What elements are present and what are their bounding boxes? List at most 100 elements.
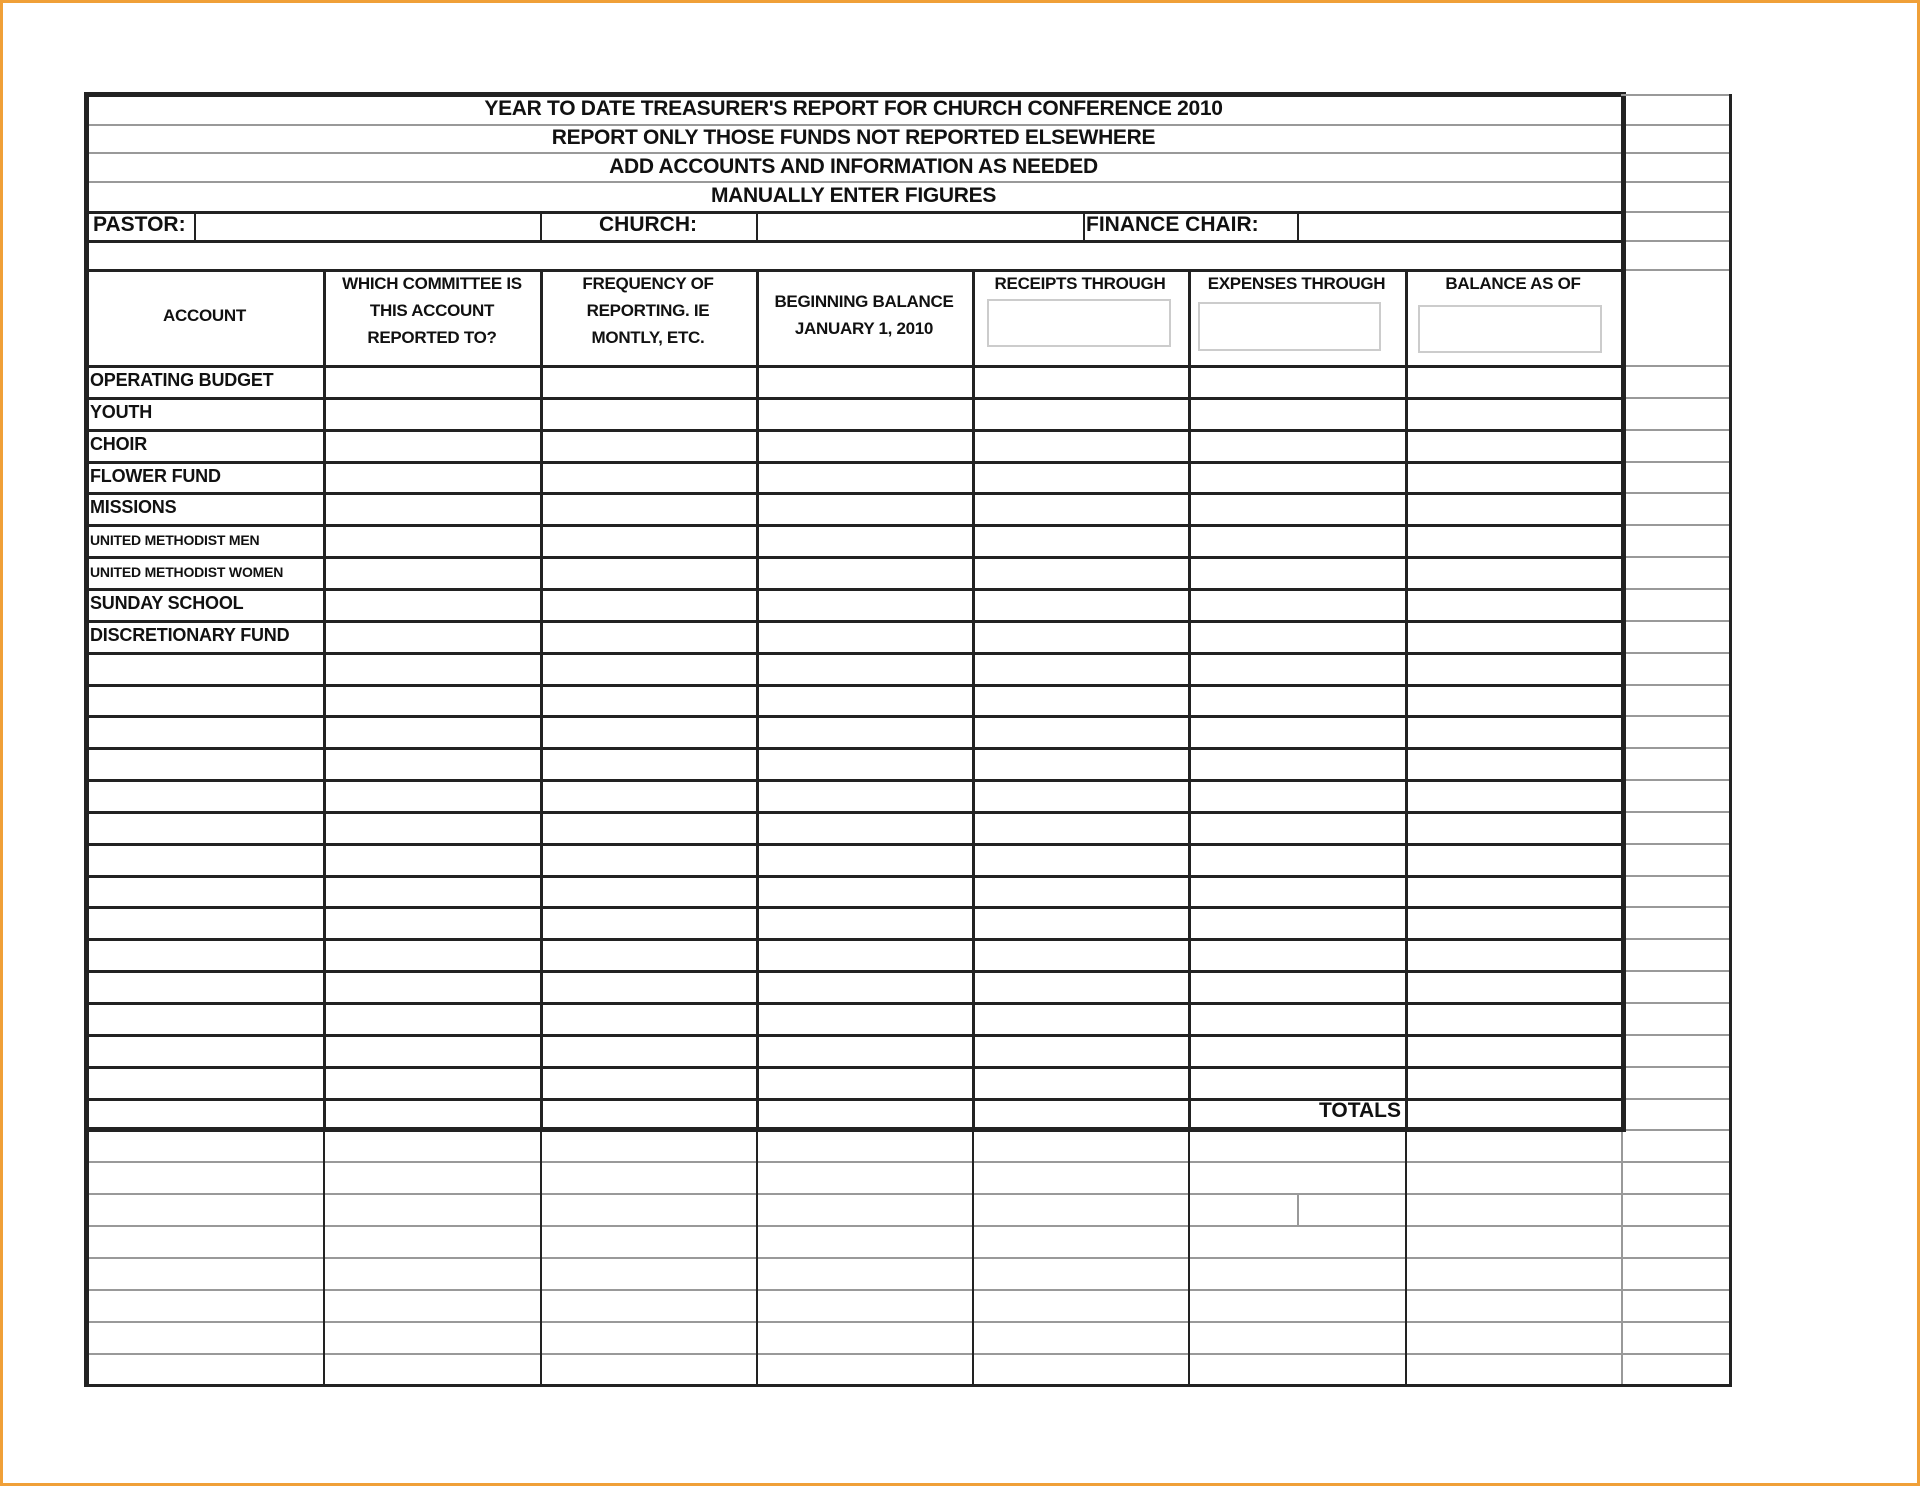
- account-row-label: SUNDAY SCHOOL: [90, 592, 244, 613]
- grid-line: [1188, 269, 1191, 1129]
- balance-as-of-date-input[interactable]: [1418, 305, 1602, 353]
- account-row-label: DISCRETIONARY FUND: [90, 624, 290, 645]
- grid-line: [1621, 811, 1729, 813]
- grid-line: [86, 620, 1621, 623]
- grid-line: [86, 429, 1621, 432]
- grid-line: [323, 1129, 325, 1385]
- grid-line: [1297, 211, 1299, 240]
- grid-line: [86, 652, 1621, 655]
- grid-line: [86, 843, 1621, 846]
- grid-line: [86, 269, 1621, 272]
- account-row-label: FLOWER FUND: [90, 465, 221, 486]
- account-row-label: YOUTH: [90, 401, 153, 422]
- grid-line: [86, 365, 1621, 368]
- grid-line: [86, 1384, 1732, 1387]
- grid-line: [1621, 94, 1729, 96]
- grid-line: [86, 715, 1621, 718]
- grid-line: [1621, 429, 1729, 431]
- grid-line: [86, 461, 1621, 464]
- report-subtitle-1: REPORT ONLY THOSE FUNDS NOT REPORTED ELS…: [551, 126, 1156, 149]
- grid-line: [1621, 1002, 1729, 1004]
- grid-line: [1621, 684, 1729, 686]
- grid-line: [86, 524, 1621, 527]
- grid-line: [86, 684, 1621, 687]
- grid-line: [1621, 211, 1729, 213]
- grid-line: [1621, 1098, 1729, 1100]
- grid-line: [86, 240, 1621, 243]
- receipts-through-date-input[interactable]: [987, 299, 1171, 347]
- grid-line: [86, 875, 1621, 878]
- column-header-expenses: EXPENSES THROUGH: [1207, 274, 1386, 293]
- pastor-field[interactable]: [196, 212, 538, 239]
- account-row-label: UNITED METHODIST MEN: [90, 532, 260, 549]
- column-header-committee: WHICH COMMITTEE IS THIS ACCOUNT REPORTED…: [342, 274, 522, 347]
- grid-line: [540, 1129, 542, 1385]
- grid-line: [1621, 1066, 1729, 1068]
- report-title: YEAR TO DATE TREASURER'S REPORT FOR CHUR…: [484, 97, 1223, 120]
- expenses-through-date-input[interactable]: [1198, 302, 1381, 351]
- grid-line: [323, 269, 326, 1129]
- grid-line: [86, 124, 1621, 126]
- grid-line: [1621, 875, 1729, 877]
- column-header-beginning-balance: BEGINNING BALANCE JANUARY 1, 2010: [774, 292, 954, 338]
- grid-line: [86, 906, 1621, 909]
- grid-line: [1621, 747, 1729, 749]
- grid-line: [756, 1129, 758, 1385]
- finance-chair-label: FINANCE CHAIR:: [1086, 213, 1259, 236]
- grid-line: [1621, 970, 1729, 972]
- grid-line: [1621, 779, 1729, 781]
- grid-line: [1621, 588, 1729, 590]
- column-header-frequency: FREQUENCY OF REPORTING. IE MONTLY, ETC.: [582, 274, 714, 347]
- grid-line: [1405, 1129, 1407, 1385]
- grid-line: [86, 1034, 1621, 1037]
- grid-line: [1621, 240, 1729, 242]
- grid-line: [972, 269, 975, 1129]
- account-row-label: UNITED METHODIST WOMEN: [90, 564, 284, 581]
- report-subtitle-3: MANUALLY ENTER FIGURES: [710, 184, 997, 207]
- grid-line: [756, 269, 759, 1129]
- report-subtitle-2: ADD ACCOUNTS AND INFORMATION AS NEEDED: [609, 155, 1098, 178]
- column-header-account: ACCOUNT: [163, 306, 246, 325]
- grid-line: [1083, 211, 1085, 240]
- grid-line: [1621, 124, 1729, 126]
- grid-line: [86, 1225, 1729, 1227]
- grid-line: [86, 92, 1625, 97]
- church-field[interactable]: [758, 212, 1081, 239]
- grid-line: [1621, 1034, 1729, 1036]
- grid-line: [1621, 556, 1729, 558]
- grid-line: [1188, 1129, 1190, 1385]
- grid-line: [1621, 1129, 1729, 1131]
- church-label: CHURCH:: [599, 213, 697, 236]
- column-header-balance: BALANCE AS OF: [1445, 274, 1581, 293]
- column-header-receipts: RECEIPTS THROUGH: [994, 274, 1166, 293]
- grid-line: [86, 152, 1621, 154]
- grid-line: [1621, 92, 1626, 1132]
- pastor-label: PASTOR:: [93, 213, 186, 236]
- grid-line: [86, 779, 1621, 782]
- account-row-label: CHOIR: [90, 433, 147, 454]
- account-row-label: OPERATING BUDGET: [90, 370, 274, 390]
- grid-line: [1405, 269, 1408, 1129]
- grid-line: [1621, 620, 1729, 622]
- grid-line: [1621, 492, 1729, 494]
- grid-line: [1621, 843, 1729, 845]
- account-row-label: MISSIONS: [90, 497, 177, 518]
- grid-line: [86, 1098, 1621, 1101]
- grid-line: [194, 211, 196, 240]
- grid-line: [1621, 524, 1729, 526]
- grid-line: [84, 92, 89, 1387]
- grid-line: [86, 1002, 1621, 1005]
- grid-line: [86, 1193, 1729, 1195]
- grid-line: [1621, 906, 1729, 908]
- grid-line: [1621, 461, 1729, 463]
- grid-line: [86, 556, 1621, 559]
- grid-line: [1621, 715, 1729, 717]
- grid-line: [86, 492, 1621, 495]
- grid-line: [1621, 269, 1729, 271]
- grid-line: [86, 1289, 1729, 1291]
- finance-chair-field[interactable]: [1299, 212, 1619, 239]
- grid-line: [1621, 1129, 1623, 1385]
- grid-line: [1621, 365, 1729, 367]
- grid-line: [86, 747, 1621, 750]
